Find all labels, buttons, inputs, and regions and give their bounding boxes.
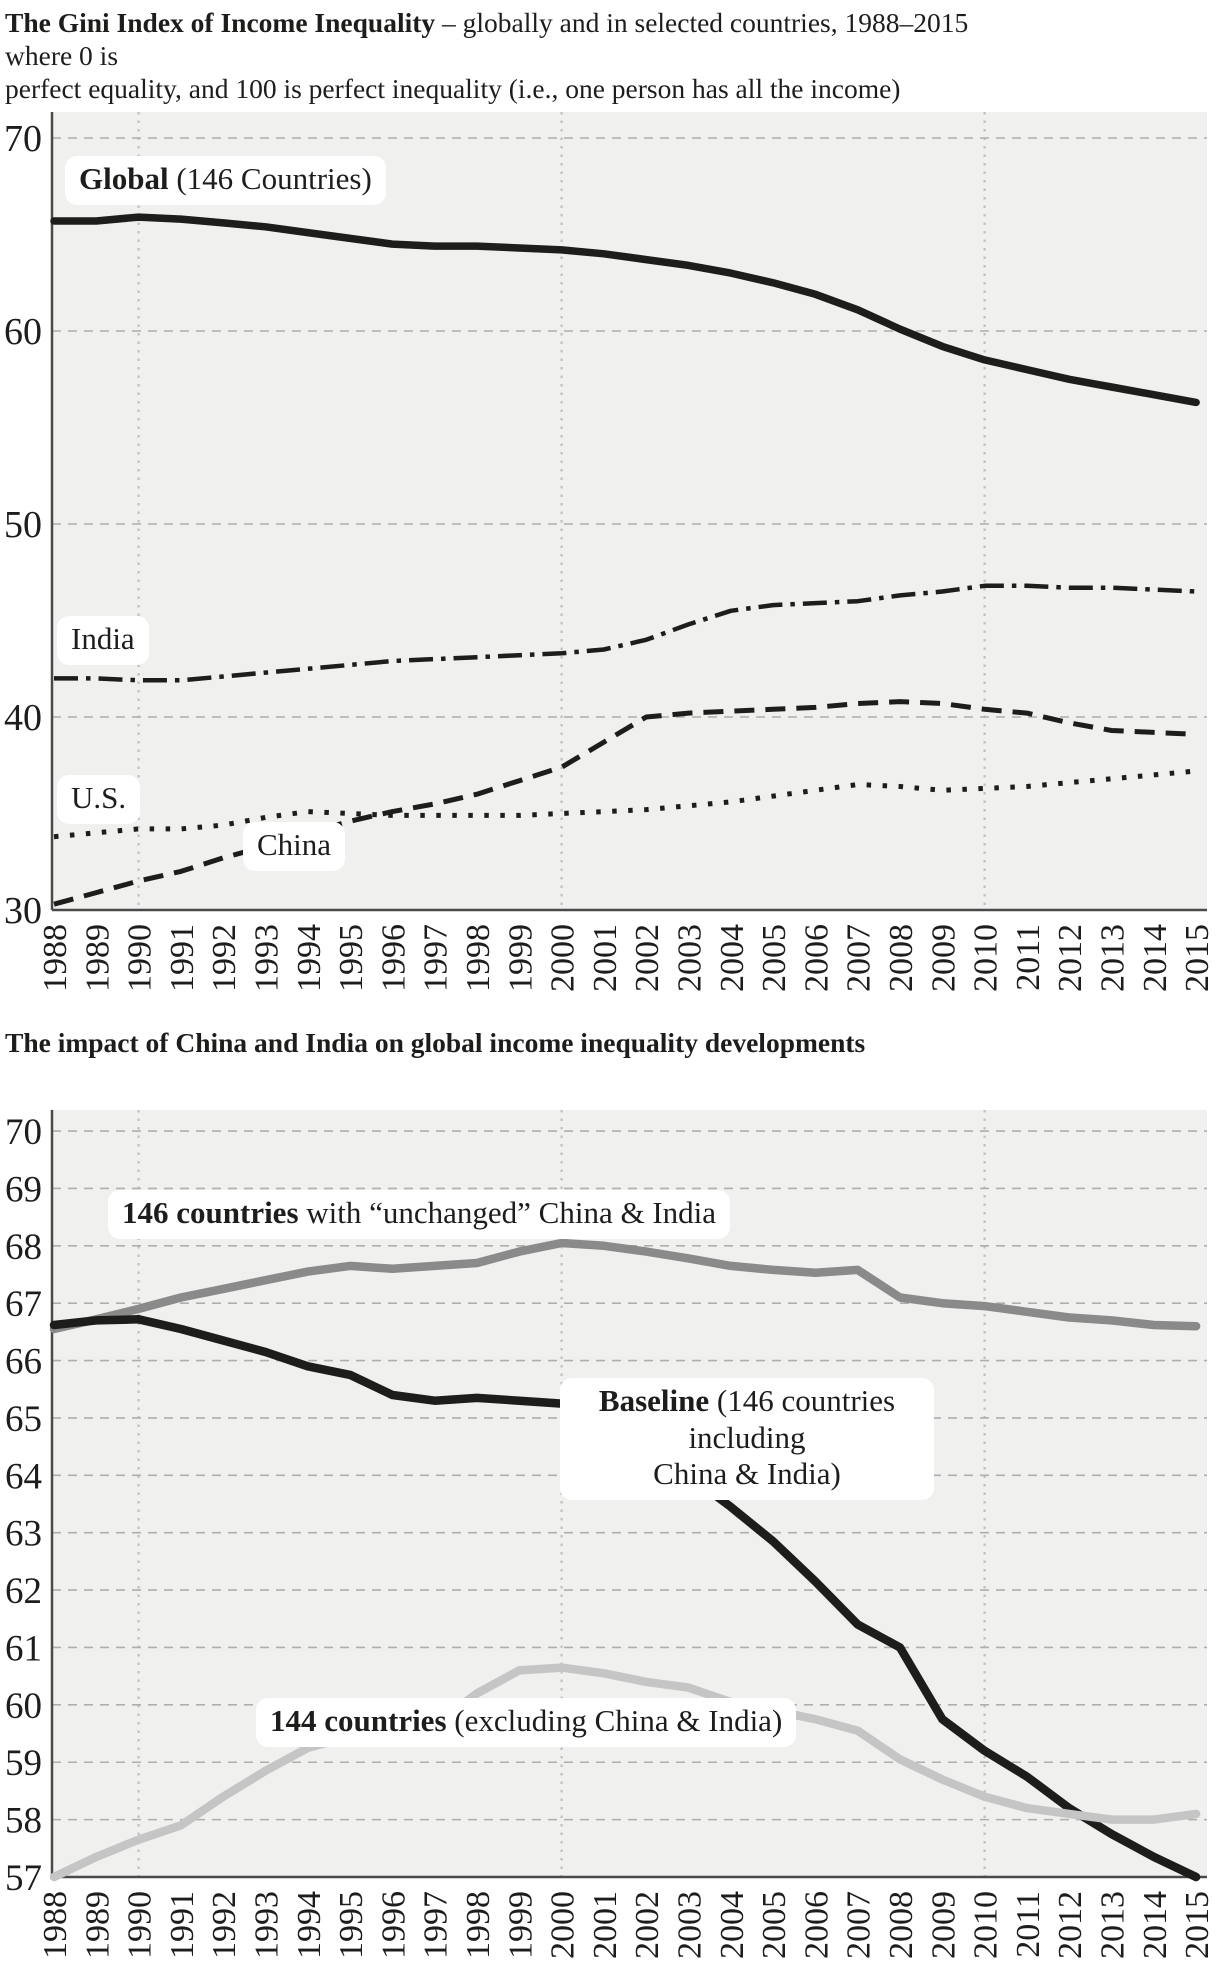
gini-selected-countries-ytick-50: 50 [4, 504, 42, 546]
gini-selected-countries-xtick-2004: 2004 [714, 924, 751, 992]
china-india-impact-xtick-2014: 2014 [1137, 1891, 1174, 1959]
china-india-impact-xtick-2001: 2001 [587, 1891, 624, 1959]
gini-selected-countries-xtick-1997: 1997 [418, 924, 455, 992]
title-bold: The Gini Index of Income Inequality [5, 7, 436, 38]
china-india-impact-ytick-58: 58 [5, 1801, 42, 1842]
gini-selected-countries-xtick-2002: 2002 [629, 924, 666, 992]
gini-selected-countries-xtick-2008: 2008 [883, 924, 920, 992]
china-india-impact-ytick-67: 67 [5, 1284, 42, 1325]
gini-selected-countries-xtick-2007: 2007 [841, 924, 878, 992]
china-india-impact-xtick-2010: 2010 [968, 1891, 1005, 1959]
gini-selected-countries-xtick-1992: 1992 [206, 924, 243, 992]
gini-selected-countries-xtick-1995: 1995 [333, 924, 370, 992]
gini-selected-countries-xtick-1988: 1988 [37, 924, 74, 992]
china-india-impact-xtick-1998: 1998 [460, 1891, 497, 1959]
china-india-impact-series-0 [49, 1238, 1201, 1334]
china-india-impact-ytick-61: 61 [5, 1628, 42, 1669]
gini-selected-countries-xtick-1998: 1998 [460, 924, 497, 992]
china-india-impact-ytick-69: 69 [5, 1169, 42, 1210]
china-india-impact-xtick-2000: 2000 [545, 1891, 582, 1959]
gini-selected-countries-xtick-1996: 1996 [375, 924, 412, 992]
gini-selected-countries-xtick-2003: 2003 [672, 924, 709, 992]
gini-selected-countries-xtick-2000: 2000 [545, 924, 582, 992]
china-india-impact-ytick-64: 64 [5, 1456, 42, 1497]
gini-selected-countries-xtick-2009: 2009 [925, 924, 962, 992]
china-india-impact-ytick-70: 70 [5, 1112, 42, 1153]
second-chart-title: The impact of China and India on global … [5, 1027, 866, 1058]
china-india-impact-xtick-1995: 1995 [333, 1891, 370, 1959]
china-india-impact-ytick-65: 65 [5, 1399, 42, 1440]
china-india-impact-xtick-1999: 1999 [502, 1891, 539, 1959]
china-series-label: China [243, 822, 346, 871]
gini-selected-countries-xtick-2001: 2001 [587, 924, 624, 992]
china-india-impact-xtick-2015: 2015 [1179, 1891, 1216, 1959]
global-series-label: Global (146 Countries) [65, 156, 386, 205]
china-india-impact-xtick-1996: 1996 [375, 1891, 412, 1959]
gini-selected-countries-xtick-1991: 1991 [164, 924, 201, 992]
china-india-impact-ytick-68: 68 [5, 1227, 42, 1268]
unchanged-series-label: 146 countries with “unchanged” China & I… [108, 1190, 731, 1239]
china-india-impact-xtick-2013: 2013 [1095, 1891, 1132, 1959]
india-series-label: India [57, 616, 149, 665]
gini-selected-countries-ytick-30: 30 [4, 890, 42, 932]
china-india-impact-xtick-2009: 2009 [925, 1891, 962, 1959]
gini-selected-countries-xtick-2006: 2006 [798, 924, 835, 992]
china-india-impact-xtick-1994: 1994 [291, 1891, 328, 1959]
china-india-impact-xtick-2006: 2006 [798, 1891, 835, 1959]
gini-selected-countries-ytick-40: 40 [4, 697, 42, 739]
gini-selected-countries-series-1 [54, 583, 1197, 683]
china-india-impact-xtick-2012: 2012 [1052, 1891, 1089, 1959]
gini-selected-countries-ytick-60: 60 [4, 311, 42, 353]
gini-selected-countries-xtick-2015: 2015 [1179, 924, 1216, 992]
gini-selected-countries-xtick-2005: 2005 [756, 924, 793, 992]
china-india-impact-xtick-2004: 2004 [714, 1891, 751, 1959]
gini-selected-countries-plot-area [52, 112, 1207, 910]
gini-selected-countries-series-0 [50, 213, 1200, 407]
china-india-impact-ytick-60: 60 [5, 1686, 42, 1727]
china-india-impact-xtick-1989: 1989 [79, 1891, 116, 1959]
us-series-label: U.S. [57, 775, 141, 824]
china-india-impact-xtick-2003: 2003 [672, 1891, 709, 1959]
china-india-impact-xtick-1990: 1990 [122, 1891, 159, 1959]
title-line2: perfect equality, and 100 is perfect ine… [5, 73, 901, 104]
china-india-impact-ytick-66: 66 [5, 1342, 42, 1383]
gini-selected-countries-xtick-2014: 2014 [1137, 924, 1174, 992]
gini-selected-countries-xtick-1993: 1993 [249, 924, 286, 992]
china-india-impact-xtick-1997: 1997 [418, 1891, 455, 1959]
china-india-impact-ytick-62: 62 [5, 1571, 42, 1612]
china-india-impact-ytick-63: 63 [5, 1514, 42, 1555]
china-india-impact-xtick-2002: 2002 [629, 1891, 666, 1959]
china-india-impact-xtick-2011: 2011 [1010, 1891, 1047, 1958]
china-india-impact-ytick-57: 57 [5, 1858, 42, 1899]
title-rest: – globally and in selected countries, 19… [5, 7, 969, 71]
china-india-impact-xtick-2008: 2008 [883, 1891, 920, 1959]
baseline-series-label: Baseline (146 countries including China … [560, 1378, 934, 1500]
page-title: The Gini Index of Income Inequality – gl… [5, 6, 1015, 105]
gini-selected-countries-xtick-1999: 1999 [502, 924, 539, 992]
gini-selected-countries-xtick-1990: 1990 [122, 924, 159, 992]
china-india-impact-series-2 [49, 1663, 1201, 1882]
china-india-impact-xtick-2005: 2005 [756, 1891, 793, 1959]
china-india-impact-xtick-1991: 1991 [164, 1891, 201, 1959]
gini-selected-countries-xtick-2011: 2011 [1010, 924, 1047, 991]
china-india-impact-xtick-1992: 1992 [206, 1891, 243, 1959]
gini-selected-countries-xtick-2012: 2012 [1052, 924, 1089, 992]
china-india-impact-xtick-1993: 1993 [249, 1891, 286, 1959]
gini-selected-countries-xtick-1989: 1989 [79, 924, 116, 992]
excluding-series-label: 144 countries (excluding China & India) [256, 1698, 797, 1747]
gini-selected-countries-xtick-1994: 1994 [291, 924, 328, 992]
china-india-impact-xtick-2007: 2007 [841, 1891, 878, 1959]
china-india-impact-ytick-59: 59 [5, 1743, 42, 1784]
china-india-impact-xtick-1988: 1988 [37, 1891, 74, 1959]
gini-selected-countries-xtick-2013: 2013 [1095, 924, 1132, 992]
gini-selected-countries-xtick-2010: 2010 [968, 924, 1005, 992]
gini-selected-countries-ytick-70: 70 [4, 118, 42, 160]
